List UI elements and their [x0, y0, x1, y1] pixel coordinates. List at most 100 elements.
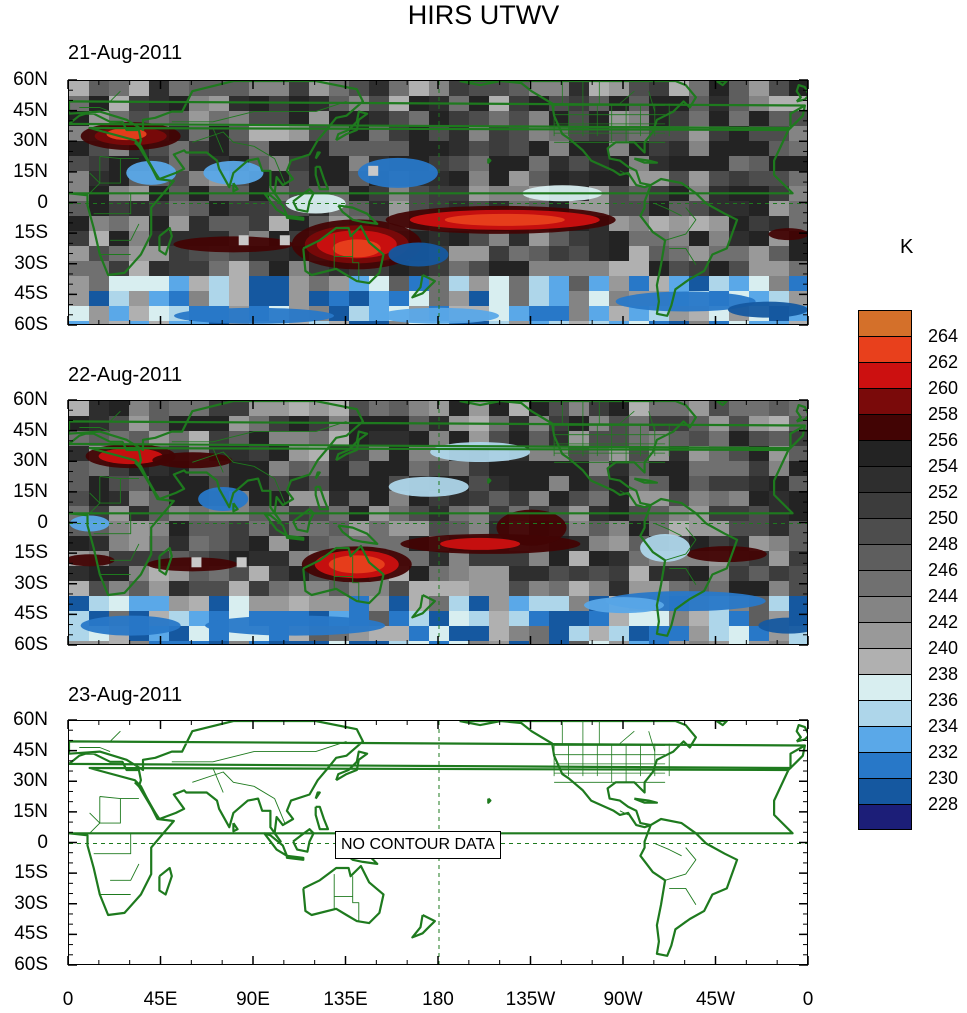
coastline [335, 750, 369, 782]
country-border [89, 90, 121, 102]
country-border [352, 236, 360, 282]
coastline [795, 403, 807, 423]
state-border [648, 411, 656, 432]
country-border [669, 247, 697, 266]
legend-level-label: 240 [928, 638, 959, 658]
lat-label: 15N [13, 160, 48, 182]
lat-label: 30N [13, 450, 48, 472]
lat-label: 0 [37, 511, 48, 533]
legend-level-label: 252 [928, 482, 959, 502]
lat-label: 15S [14, 862, 48, 884]
country-border [212, 447, 224, 473]
legend-level-label: 258 [928, 404, 959, 424]
lat-label: 45S [14, 283, 48, 305]
coastline [292, 188, 315, 213]
coastline [134, 141, 157, 174]
country-border [89, 492, 101, 514]
legend-swatch [858, 674, 912, 700]
coastline [285, 534, 305, 541]
legend-swatch [858, 466, 912, 492]
country-border [93, 832, 132, 855]
legend-swatch [858, 804, 912, 830]
legend-swatch [858, 518, 912, 544]
coastline [337, 524, 379, 545]
country-border [675, 600, 686, 610]
country-border [352, 556, 360, 602]
coastline [633, 477, 659, 484]
state-border [648, 731, 656, 752]
coastline [158, 546, 173, 576]
map-panel-21-aug [68, 80, 808, 325]
coastline [314, 471, 321, 480]
panel-date-1: 21-Aug-2011 [68, 42, 183, 64]
legend-level-label: 250 [928, 508, 959, 528]
country-border [619, 810, 629, 816]
coastline [134, 781, 157, 814]
coastline [314, 165, 330, 191]
coastline [795, 723, 807, 743]
coastline [285, 854, 305, 861]
coastline [263, 192, 288, 217]
lat-label: 60S [14, 954, 48, 975]
lon-label: 180 [422, 989, 454, 1010]
country-border [93, 192, 132, 215]
country-border [619, 170, 629, 176]
coastline [639, 817, 739, 957]
country-border [192, 771, 275, 799]
lat-label: 60S [14, 634, 48, 655]
lat-label: 45S [14, 923, 48, 945]
country-border [89, 730, 121, 742]
coastline [314, 485, 330, 511]
coastline [795, 83, 807, 103]
coastline [292, 828, 315, 853]
legend-swatch [858, 362, 912, 388]
country-border [669, 567, 697, 586]
contour-field-1 [69, 81, 807, 324]
country-border [89, 812, 101, 834]
coastline [232, 502, 239, 513]
lat-label: 15S [14, 222, 48, 244]
coastline [69, 721, 807, 843]
legend-level-label: 248 [928, 534, 959, 554]
lat-label: 60N [13, 69, 48, 90]
lat-label: 30N [13, 130, 48, 152]
coastline [285, 214, 305, 221]
coastline [134, 461, 157, 494]
coastline [487, 797, 492, 804]
panel-date-2: 22-Aug-2011 [68, 364, 183, 386]
coastline [232, 822, 239, 833]
coastline [263, 512, 288, 537]
legend-swatch [858, 414, 912, 440]
missing-data-square [368, 165, 379, 176]
lat-label: 30S [14, 892, 48, 914]
legend-level-label: 264 [928, 326, 959, 346]
coastline [302, 864, 385, 925]
coastline [411, 594, 436, 619]
panel-date-3: 23-Aug-2011 [68, 684, 183, 706]
legend-swatch [858, 310, 912, 336]
lat-label: 30S [14, 572, 48, 594]
coastline [337, 204, 379, 225]
coastline [487, 477, 492, 484]
legend-unit: K [900, 236, 914, 258]
coastline [487, 157, 492, 164]
country-border [675, 280, 686, 290]
lon-label: 135E [323, 989, 368, 1010]
lat-label: 15S [14, 542, 48, 564]
legend-swatch [858, 726, 912, 752]
legend-swatch [858, 440, 912, 466]
lon-label: 0 [62, 989, 74, 1010]
country-border [619, 490, 629, 496]
legend-swatch [858, 622, 912, 648]
coastline [715, 401, 728, 407]
coastline [314, 151, 321, 160]
lat-label: 45N [13, 739, 48, 761]
lon-label: 45E [143, 989, 178, 1010]
coastline [314, 791, 321, 800]
country-border [274, 798, 286, 824]
lat-label: 0 [37, 191, 48, 213]
country-border [654, 843, 682, 857]
legend-level-label: 238 [928, 664, 959, 684]
state-border [619, 90, 635, 104]
country-border [664, 207, 697, 241]
